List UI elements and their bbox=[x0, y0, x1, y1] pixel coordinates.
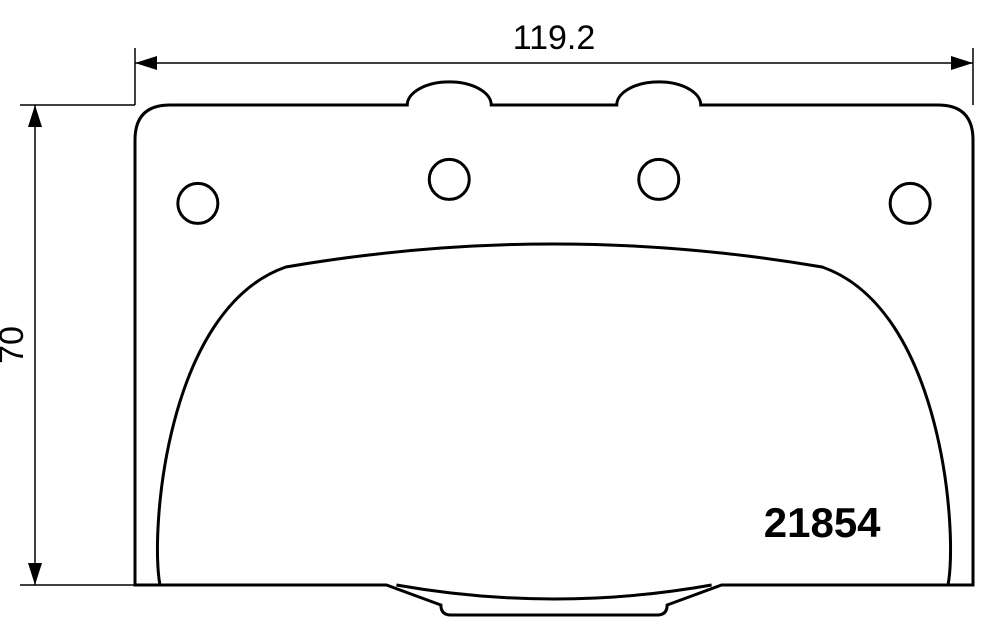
arrow-right bbox=[951, 56, 973, 70]
part-number: 21854 bbox=[764, 499, 881, 546]
arrow-left bbox=[135, 56, 157, 70]
mounting-hole-1 bbox=[178, 183, 218, 223]
tab-inner-arc bbox=[396, 585, 711, 599]
arrow-top bbox=[28, 105, 42, 127]
mounting-hole-3 bbox=[639, 159, 679, 199]
arrow-bottom bbox=[28, 563, 42, 585]
mounting-hole-2 bbox=[429, 159, 469, 199]
dim-width-label: 119.2 bbox=[513, 19, 596, 57]
dim-height-label: 70 bbox=[0, 326, 31, 364]
mounting-hole-4 bbox=[890, 183, 930, 223]
brake-pad-drawing: 119.2 70 21854 bbox=[0, 0, 1000, 637]
